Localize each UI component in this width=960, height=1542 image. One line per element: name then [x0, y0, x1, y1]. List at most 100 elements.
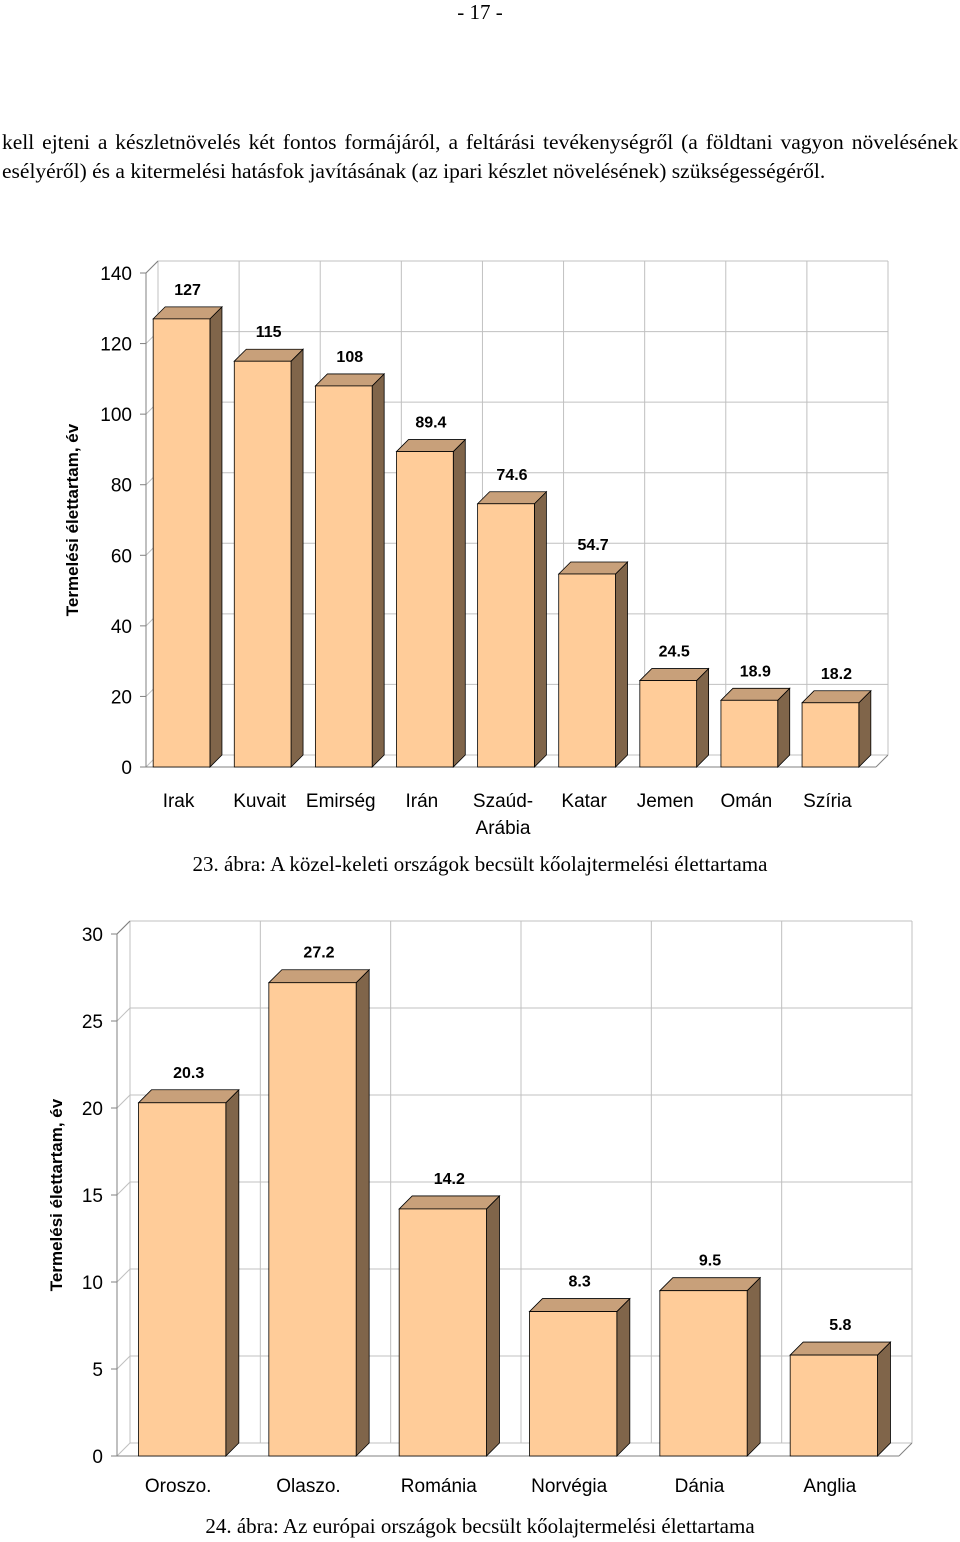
bar [314, 385, 373, 768]
y-tick-label: 120 [100, 335, 132, 356]
bar-side [746, 1276, 761, 1457]
x-tick-label: Oroszo. [145, 1476, 212, 1497]
chart-europe: 0 5 10 15 20 25 30 Termelési élettartam, év 20.3… [0, 905, 960, 1505]
data-label: 9.5 [699, 1253, 721, 1270]
bar-top [528, 1298, 631, 1312]
bar [152, 318, 211, 768]
gridline-depth [116, 1007, 131, 1022]
page-number: - 17 - [457, 0, 503, 24]
x-tick-label: Románia [401, 1476, 477, 1497]
x-tick-label: Kuvait [233, 791, 287, 812]
x-tick-label: Szíria [803, 791, 852, 812]
bar [138, 1102, 227, 1457]
bar-top [137, 1089, 240, 1104]
data-label: 54.7 [578, 537, 609, 554]
bar-side [858, 689, 872, 768]
bar-top [557, 561, 629, 575]
gridline-depth [116, 1181, 131, 1196]
chart-europe-svg: 0 5 10 15 20 25 30 Termelési élettartam, év 20.3… [47, 920, 913, 1497]
data-label: 115 [256, 324, 282, 341]
y-tick-label: 10 [82, 1273, 103, 1294]
bar-top [267, 969, 371, 984]
bar-side [696, 667, 710, 768]
x-tick-label: Norvégia [531, 1476, 607, 1497]
body-paragraph: kell ejteni a készletnövelés két fontos … [2, 130, 958, 183]
x-tick-label: Anglia [803, 1476, 856, 1497]
data-label: 127 [174, 282, 201, 299]
y-tick-label: 60 [111, 546, 132, 567]
bar-top [789, 1341, 892, 1356]
y-tick-label: 140 [100, 264, 132, 285]
gridline-depth [116, 1094, 131, 1109]
figure-23-caption: 23. ábra: A közel-keleti országok becsül… [192, 852, 768, 876]
chart-middle-east-svg: 0 20 40 60 80 100 120 140 Termelési élettartam, … [63, 260, 889, 839]
y-tick-label: 0 [92, 1447, 103, 1468]
x-tick-label: Emirség [306, 791, 376, 812]
y-axis-label: Termelési élettartam, év [47, 1098, 66, 1291]
figure-24-caption: 24. ábra: Az európai országok becsült kő… [205, 1514, 755, 1538]
bar-top [398, 1195, 501, 1210]
chart-middle-east: 0 20 40 60 80 100 120 140 Termelési élettartam, … [0, 230, 960, 840]
bar-side [533, 490, 547, 768]
bar [558, 573, 616, 768]
bar [659, 1290, 748, 1457]
x-tick-label: Omán [720, 791, 772, 812]
bar-top [476, 491, 548, 505]
x-tick-label: Irak [163, 791, 195, 812]
y-axis-depth [145, 260, 159, 274]
x-tick-label: Olaszo. [276, 1476, 340, 1497]
bar-side [452, 438, 466, 768]
bar-side [355, 968, 370, 1457]
bar [801, 702, 860, 768]
data-label: 18.9 [740, 663, 771, 680]
gridline-depth [116, 1355, 131, 1370]
bar-side [616, 1297, 631, 1457]
x-tick-label: Irán [406, 791, 439, 812]
bar-side [486, 1194, 500, 1457]
data-label: 24.5 [659, 644, 690, 661]
bar [720, 699, 779, 768]
bar-side [225, 1088, 240, 1457]
x-tick-label: Szaúd-Arábia [473, 791, 533, 839]
y-tick-label: 100 [100, 405, 132, 426]
x-axis-depth [898, 1442, 913, 1457]
data-label: 20.3 [173, 1065, 204, 1082]
y-tick-label: 0 [121, 758, 132, 779]
data-label: 27.2 [303, 945, 334, 962]
bar-top [395, 439, 467, 452]
x-axis-depth [875, 754, 889, 768]
bar-top [719, 687, 791, 701]
y-tick-label: 5 [92, 1360, 103, 1381]
bar-side [371, 372, 385, 768]
data-label: 18.2 [821, 666, 852, 683]
y-tick-label: 25 [82, 1012, 103, 1033]
bar [529, 1311, 618, 1457]
gridline-depth [116, 1268, 131, 1283]
y-axis-label: Termelési élettartam, év [63, 423, 82, 616]
bar-side [615, 561, 628, 768]
bar-top [638, 668, 710, 681]
bar [268, 982, 357, 1457]
y-axis-depth [116, 920, 131, 935]
bar-side [777, 687, 791, 768]
x-tick-label: Katar [561, 791, 607, 812]
y-tick-label: 80 [111, 476, 132, 497]
y-tick-label: 15 [82, 1186, 103, 1207]
x-tick-label: Jemen [637, 791, 694, 812]
bar-top [658, 1277, 762, 1292]
bar [396, 451, 454, 768]
y-tick-label: 20 [82, 1099, 103, 1120]
bar-top [233, 348, 305, 362]
data-label: 14.2 [434, 1171, 465, 1188]
bar [398, 1208, 487, 1457]
data-label: 89.4 [415, 415, 446, 432]
y-tick-label: 40 [111, 617, 132, 638]
data-label: 74.6 [496, 467, 527, 484]
gridline-depth [116, 1442, 131, 1457]
bar-side [209, 305, 223, 768]
bar [477, 503, 535, 768]
bar-side [877, 1341, 891, 1457]
bar [639, 680, 698, 768]
bar [789, 1354, 878, 1457]
y-tick-label: 30 [82, 925, 103, 946]
